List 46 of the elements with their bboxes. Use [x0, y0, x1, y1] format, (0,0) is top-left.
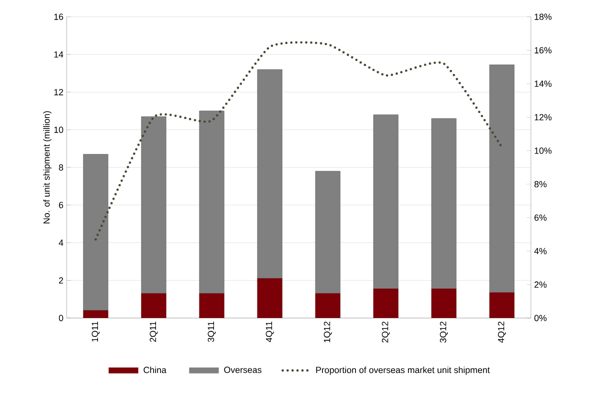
y-tick-label: 14 [54, 51, 64, 58]
bar [489, 292, 514, 318]
y2-tick-label: 2% [534, 281, 547, 288]
bar [431, 118, 456, 290]
y2-tick-label: 18% [534, 14, 552, 20]
y2-tick-label: 0% [534, 314, 547, 322]
y2-tick-label: 14% [534, 80, 552, 87]
bar [315, 170, 340, 294]
y-tick-label: 8 [58, 164, 64, 171]
y2-tick-label: 10% [534, 148, 552, 154]
bar [373, 114, 398, 290]
bar [431, 288, 456, 318]
bar [257, 278, 282, 318]
y-tick-label: 2 [59, 277, 64, 284]
x-tick-label: 2Q11 [150, 322, 158, 342]
y2-tick-label: 8% [534, 181, 547, 188]
bar [141, 116, 166, 294]
bar [373, 288, 398, 318]
y2-tick-label: 6% [534, 214, 547, 221]
legend-label: Overseas [224, 366, 262, 373]
legend-label: China [144, 366, 166, 374]
x-tick-label: 1Q12 [324, 322, 332, 342]
bar [199, 110, 224, 294]
bar [257, 69, 282, 279]
x-tick-label: 3Q12 [440, 322, 448, 343]
x-tick-label: 4Q11 [266, 322, 274, 342]
y-tick-label: 6 [59, 202, 64, 208]
x-tick-label: 1Q11 [92, 322, 100, 342]
y-tick-label: 12 [54, 89, 64, 96]
bar [83, 154, 108, 311]
x-tick-label: 2Q12 [382, 322, 390, 343]
y-tick-label: 10 [54, 126, 64, 133]
x-tick-label: 4Q12 [498, 322, 506, 343]
y-axis-title: No. of unit shipment (million) [43, 111, 52, 224]
y2-tick-label: 16% [534, 47, 552, 54]
legend-label: Proportion of overseas market unit shipment [316, 366, 490, 375]
y2-tick-label: 12% [534, 114, 552, 120]
bar [489, 64, 514, 293]
y-tick-label: 4 [58, 240, 64, 246]
bar [141, 293, 166, 318]
y-tick-label: 0 [58, 314, 64, 322]
bar [315, 293, 340, 318]
y-tick-label: 16 [54, 14, 64, 20]
y2-tick-label: 4% [534, 248, 547, 254]
bar [199, 293, 224, 318]
x-tick-label: 3Q11 [208, 322, 216, 342]
